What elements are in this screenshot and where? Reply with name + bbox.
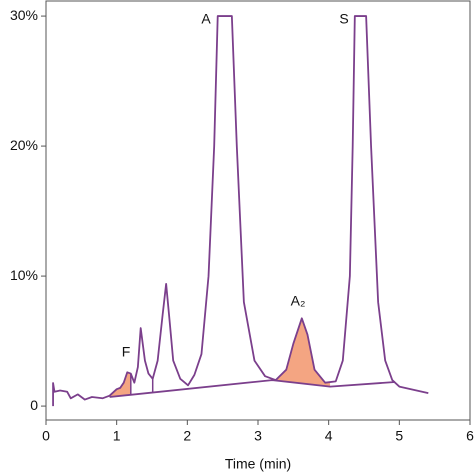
baseline bbox=[109, 379, 396, 398]
chromatogram-trace bbox=[52, 15, 429, 407]
x-tick-label: 3 bbox=[254, 428, 262, 444]
x-axis-label: Time (min) bbox=[225, 456, 291, 472]
x-tick-label: 4 bbox=[325, 428, 333, 444]
peak-label: F bbox=[122, 344, 131, 360]
y-tick-label: 20% bbox=[10, 137, 38, 153]
x-tick-label: 5 bbox=[395, 428, 403, 444]
shaded-peak bbox=[272, 318, 331, 387]
x-tick-label: 0 bbox=[42, 428, 50, 444]
peak-label: S bbox=[339, 11, 348, 27]
y-tick-label: 10% bbox=[10, 267, 38, 283]
peak-label: A₂ bbox=[291, 293, 306, 309]
x-tick-label: 2 bbox=[183, 428, 191, 444]
plot-frame bbox=[45, 0, 471, 421]
y-tick-label: 0 bbox=[30, 397, 38, 413]
peak-label: A bbox=[201, 11, 211, 27]
x-tick-label: 6 bbox=[466, 428, 474, 444]
shaded-peak bbox=[108, 372, 131, 397]
x-tick-label: 1 bbox=[113, 428, 121, 444]
y-tick-label: 30% bbox=[10, 7, 38, 23]
